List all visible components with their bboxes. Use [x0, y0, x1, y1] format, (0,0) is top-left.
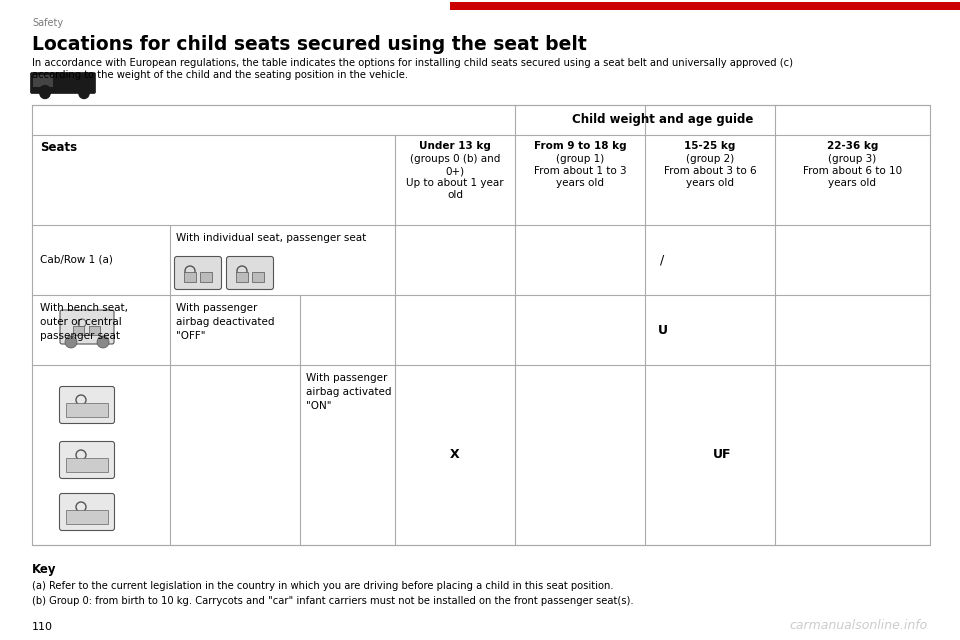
Text: 110: 110 [32, 622, 53, 632]
Text: U: U [658, 323, 667, 337]
Text: With individual seat, passenger seat: With individual seat, passenger seat [176, 233, 367, 243]
Text: years old: years old [556, 178, 604, 188]
FancyBboxPatch shape [227, 257, 274, 289]
Text: From about 1 to 3: From about 1 to 3 [534, 166, 626, 176]
Text: Safety: Safety [32, 18, 63, 28]
Bar [184, 272, 196, 282]
Bar [200, 272, 212, 282]
Circle shape [97, 336, 109, 348]
FancyBboxPatch shape [175, 257, 222, 289]
Bar [236, 272, 248, 282]
FancyBboxPatch shape [60, 442, 114, 479]
Text: carmanualsonline.info: carmanualsonline.info [790, 619, 928, 632]
Bar [252, 272, 264, 282]
Text: Seats: Seats [40, 141, 77, 154]
FancyBboxPatch shape [60, 493, 114, 531]
Bar [89, 326, 100, 335]
Text: Up to about 1 year: Up to about 1 year [406, 178, 504, 188]
Text: From 9 to 18 kg: From 9 to 18 kg [534, 141, 626, 151]
Text: 22-36 kg: 22-36 kg [827, 141, 878, 151]
Text: Locations for child seats secured using the seat belt: Locations for child seats secured using … [32, 35, 587, 54]
Text: (a) Refer to the current legislation in the country in which you are driving bef: (a) Refer to the current legislation in … [32, 581, 613, 591]
Text: From about 6 to 10: From about 6 to 10 [803, 166, 902, 176]
Text: according to the weight of the child and the seating position in the vehicle.: according to the weight of the child and… [32, 70, 408, 80]
FancyBboxPatch shape [60, 310, 114, 344]
Text: 15-25 kg: 15-25 kg [684, 141, 735, 151]
Bar [66, 403, 108, 417]
Text: 0+): 0+) [445, 166, 465, 176]
Text: /: / [660, 253, 664, 266]
Bar [66, 510, 108, 524]
Text: years old: years old [828, 178, 876, 188]
Text: (group 1): (group 1) [556, 154, 604, 164]
FancyBboxPatch shape [31, 72, 95, 93]
Text: With bench seat,
outer or central
passenger seat: With bench seat, outer or central passen… [40, 303, 128, 341]
Text: X: X [450, 449, 460, 461]
Bar [33, 75, 53, 87]
Text: Child weight and age guide: Child weight and age guide [572, 113, 754, 127]
Bar [32, 105, 930, 545]
Circle shape [79, 86, 89, 97]
Text: (b) Group 0: from birth to 10 kg. Carrycots and "car" infant carriers must not b: (b) Group 0: from birth to 10 kg. Carryc… [32, 596, 634, 606]
Bar [66, 458, 108, 472]
Circle shape [40, 88, 50, 99]
Circle shape [65, 336, 77, 348]
Text: Key: Key [32, 563, 57, 576]
Text: (group 3): (group 3) [828, 154, 876, 164]
Text: From about 3 to 6: From about 3 to 6 [663, 166, 756, 176]
Text: years old: years old [686, 178, 734, 188]
Text: With passenger
airbag deactivated
"OFF": With passenger airbag deactivated "OFF" [176, 303, 275, 341]
Text: Cab/Row 1 (a): Cab/Row 1 (a) [40, 255, 113, 265]
Text: old: old [447, 190, 463, 200]
Bar [73, 326, 84, 335]
Text: With passenger
airbag activated
"ON": With passenger airbag activated "ON" [306, 373, 392, 411]
Text: (groups 0 (b) and: (groups 0 (b) and [410, 154, 500, 164]
Text: Under 13 kg: Under 13 kg [420, 141, 491, 151]
FancyBboxPatch shape [60, 387, 114, 424]
Circle shape [79, 88, 89, 99]
Circle shape [39, 86, 51, 97]
Text: UF: UF [713, 449, 732, 461]
Text: In accordance with European regulations, the table indicates the options for ins: In accordance with European regulations,… [32, 58, 793, 68]
Bar [450, 2, 960, 10]
Text: (group 2): (group 2) [685, 154, 734, 164]
